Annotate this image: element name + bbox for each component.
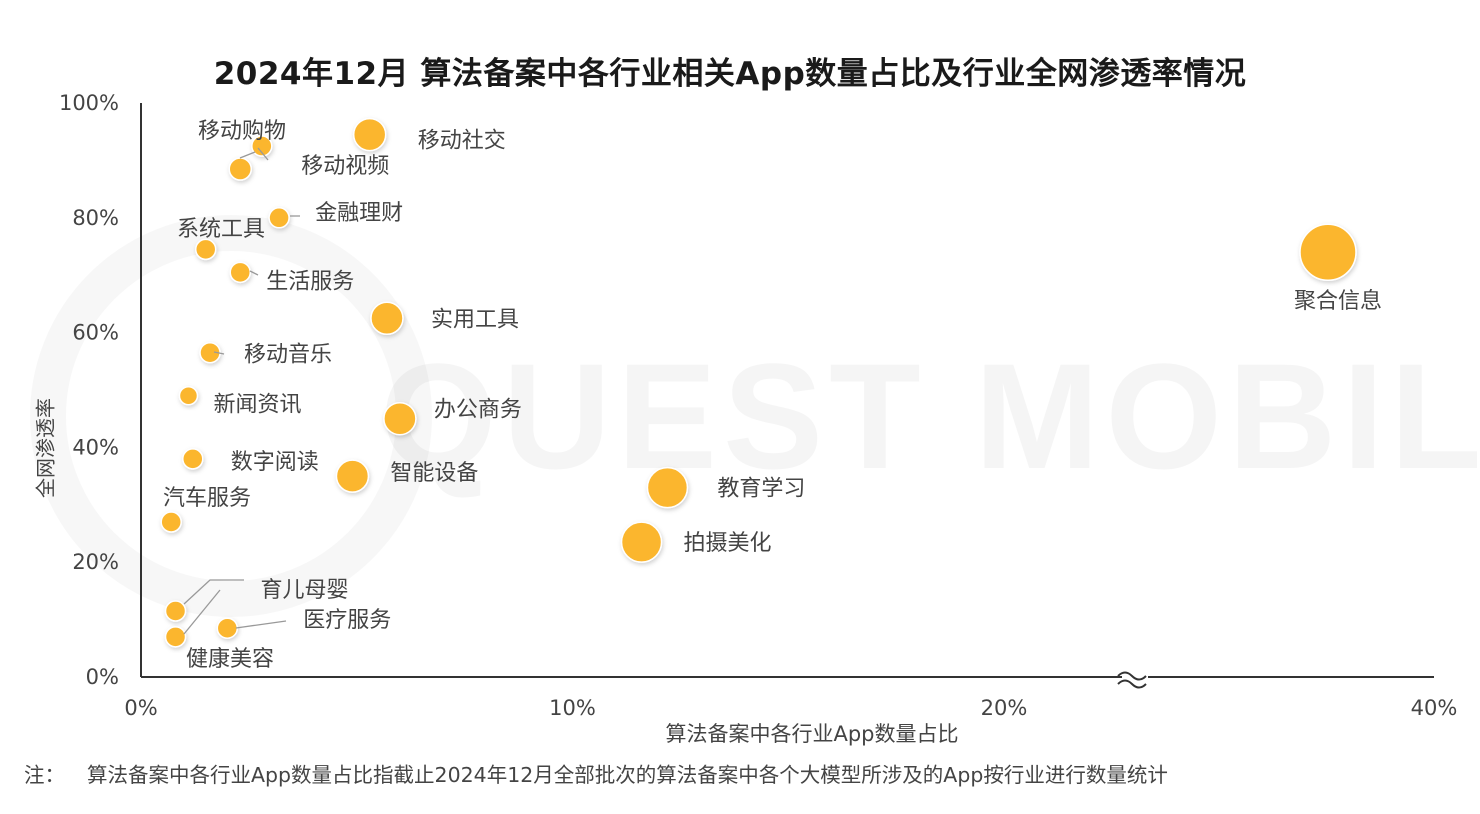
data-point: [268, 207, 290, 229]
data-point: [335, 459, 370, 493]
data-point: [216, 617, 239, 639]
footnote: 注： 算法备案中各行业App数量占比指截止2024年12月全部批次的算法备案中各个…: [24, 758, 1168, 788]
x-tick-label: 10%: [549, 696, 596, 720]
point-label: 数字阅读: [231, 450, 319, 475]
data-point: [164, 600, 187, 622]
axis-break-mark: [1117, 671, 1147, 681]
point-label: 聚合信息: [1294, 289, 1382, 314]
data-point: [160, 511, 182, 533]
leader-line: [249, 270, 259, 276]
leader-line: [183, 579, 244, 605]
footnote-text: 算法备案中各行业App数量占比指截止2024年12月全部批次的算法备案中各个大模…: [87, 763, 1168, 787]
point-label: 生活服务: [266, 269, 354, 294]
axis-break-mark: [1117, 679, 1147, 689]
x-axis-label: 算法备案中各行业App数量占比: [665, 722, 959, 746]
x-tick-label: 40%: [1411, 696, 1458, 720]
point-label: 拍摄美化: [684, 531, 772, 556]
point-label: 办公商务: [434, 398, 522, 423]
y-tick-label: 0%: [86, 665, 119, 689]
point-label: 智能设备: [390, 461, 478, 486]
data-point: [229, 261, 251, 284]
point-label: 实用工具: [431, 307, 519, 332]
data-point: [352, 117, 387, 152]
y-tick-label: 100%: [59, 91, 119, 115]
point-label: 健康美容: [186, 647, 274, 672]
y-tick-label: 20%: [72, 550, 119, 574]
point-label: 育儿母婴: [261, 578, 349, 603]
y-tick-label: 60%: [72, 321, 119, 345]
data-point: [1299, 223, 1357, 281]
point-label: 医疗服务: [303, 608, 391, 633]
leader-line: [183, 589, 221, 635]
leader-line: [257, 147, 269, 161]
data-point: [251, 135, 273, 157]
data-point: [178, 385, 199, 406]
leader-line: [213, 351, 225, 355]
data-point: [228, 157, 252, 181]
data-point: [370, 301, 404, 335]
chart-title: 2024年12月 算法备案中各行业相关App数量占比及行业全网渗透率情况: [213, 56, 1247, 92]
footnote-prefix: 注：: [24, 763, 65, 787]
leader-line: [235, 620, 287, 629]
point-label: 移动视频: [301, 154, 389, 179]
y-tick-label: 40%: [72, 435, 119, 459]
point-label: 新闻资讯: [213, 393, 301, 418]
point-label: 移动购物: [198, 119, 286, 144]
data-point: [182, 448, 204, 470]
point-label: 移动社交: [418, 129, 506, 154]
data-point: [620, 521, 663, 563]
x-tick-label: 0%: [124, 696, 157, 720]
y-tick-label: 80%: [72, 206, 119, 230]
y-axis-label: 全网渗透率: [33, 398, 58, 498]
point-label: 教育学习: [717, 477, 805, 502]
point-label: 汽车服务: [163, 486, 251, 511]
leader-line: [239, 151, 256, 159]
data-point: [646, 466, 689, 509]
x-tick-label: 20%: [981, 696, 1028, 720]
point-label: 金融理财: [315, 201, 403, 226]
data-point: [164, 626, 187, 648]
data-point: [383, 401, 417, 436]
point-label: 移动音乐: [244, 343, 332, 368]
point-label: 系统工具: [177, 217, 265, 242]
data-point: [194, 238, 217, 261]
